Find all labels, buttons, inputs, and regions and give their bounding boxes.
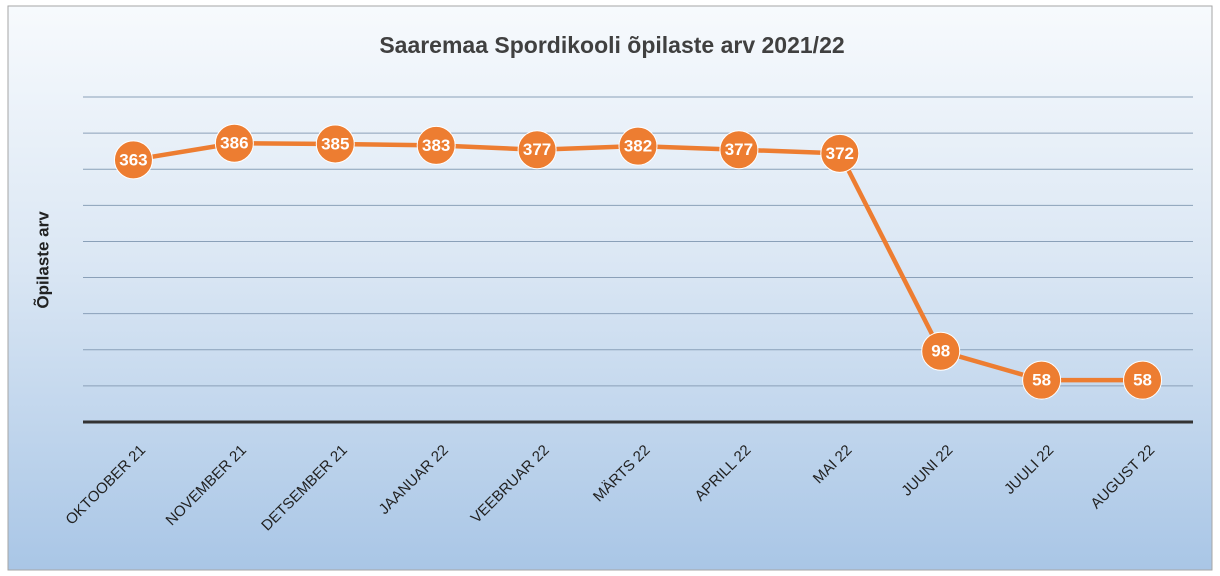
data-point — [618, 126, 658, 166]
data-label: 58 — [1032, 371, 1051, 390]
data-label: 372 — [826, 144, 854, 163]
data-point — [214, 123, 254, 163]
chart-title: Saaremaa Spordikooli õpilaste arv 2021/2… — [379, 32, 844, 58]
data-point — [1123, 360, 1163, 400]
y-axis-label: Õpilaste arv — [32, 211, 52, 309]
data-point — [820, 133, 860, 173]
data-point — [517, 130, 557, 170]
data-point — [416, 125, 456, 165]
chart-background — [7, 5, 1213, 571]
data-point — [719, 130, 759, 170]
data-point — [921, 331, 961, 371]
data-point — [315, 124, 355, 164]
data-label: 385 — [321, 134, 349, 153]
data-label: 98 — [931, 342, 950, 361]
data-label: 363 — [119, 150, 147, 169]
data-label: 58 — [1133, 371, 1152, 390]
data-point — [113, 140, 153, 180]
data-label: 383 — [422, 136, 450, 155]
data-label: 377 — [725, 140, 753, 159]
data-label: 382 — [624, 137, 652, 156]
data-label: 386 — [220, 134, 248, 153]
data-label: 377 — [523, 140, 551, 159]
data-point — [1022, 360, 1062, 400]
